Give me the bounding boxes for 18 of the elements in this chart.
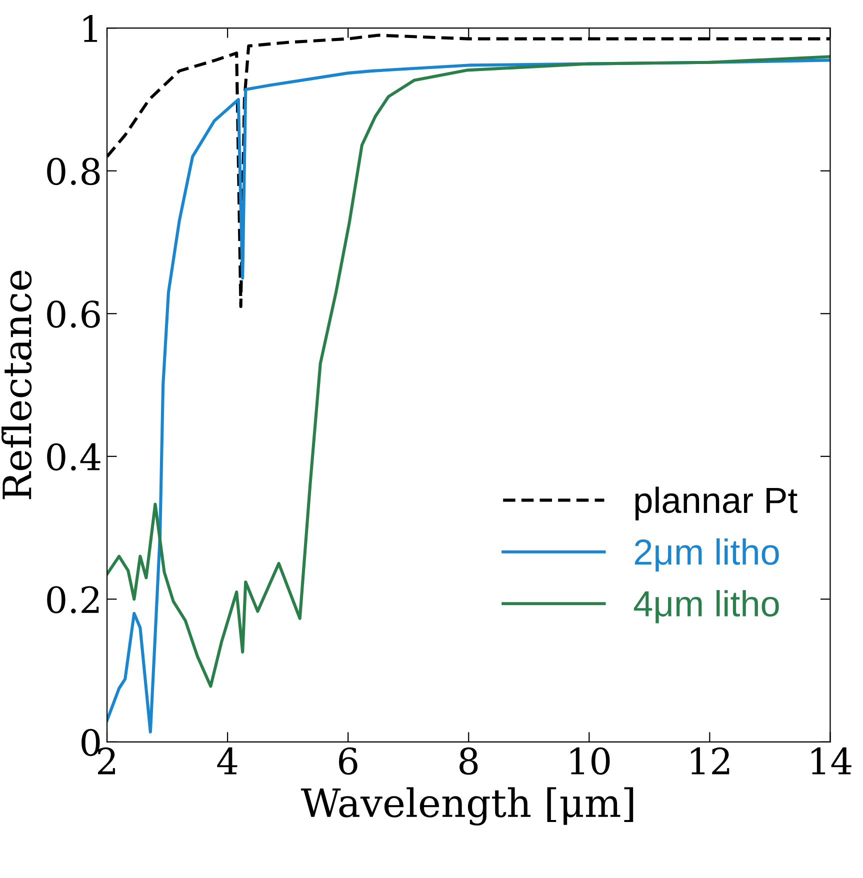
y-tick-label: 1 <box>84 15 98 42</box>
legend-label: plannar Pt <box>635 486 798 520</box>
x-tick-label: 4 <box>217 747 238 774</box>
x-tick-label: 12 <box>691 747 730 774</box>
y-tick-label: 0.6 <box>47 300 100 328</box>
y-tick-label: 0.4 <box>47 443 100 471</box>
legend-label: 2μm litho <box>634 538 779 572</box>
y-tick-label: 0.2 <box>47 586 99 614</box>
x-tick-label: 14 <box>812 747 852 774</box>
x-axis-title: Wavelength [μm] <box>300 787 634 826</box>
y-axis-title: Reflectance <box>2 270 32 500</box>
x-tick-label: 10 <box>570 747 610 775</box>
legend-label: 4μm litho <box>634 590 779 624</box>
y-tick-label: 0 <box>82 728 100 756</box>
x-tick-label: 8 <box>460 747 478 775</box>
y-tick-label: 0.8 <box>47 158 100 186</box>
x-tick-label: 2 <box>98 747 115 774</box>
x-tick-label: 6 <box>339 747 358 775</box>
